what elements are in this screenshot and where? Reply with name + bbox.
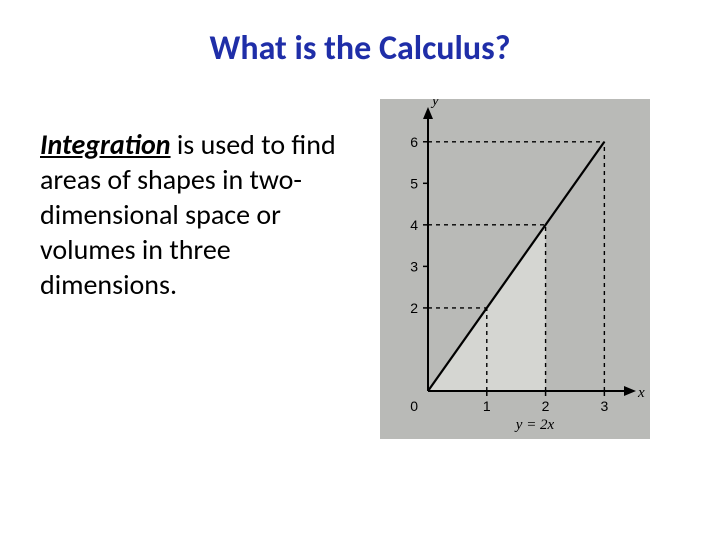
- slide-title: What is the Calculus?: [40, 28, 680, 69]
- svg-text:2: 2: [542, 398, 550, 414]
- svg-text:y: y: [430, 99, 439, 109]
- content-row: Integration is used to find areas of sha…: [40, 99, 680, 439]
- svg-text:2: 2: [410, 300, 418, 316]
- slide-container: What is the Calculus? Integration is use…: [0, 0, 720, 540]
- svg-text:3: 3: [410, 258, 418, 274]
- svg-text:4: 4: [410, 217, 418, 233]
- svg-text:1: 1: [483, 398, 491, 414]
- svg-text:y = 2x: y = 2x: [514, 417, 555, 433]
- chart-wrapper: 2 3 4 5 6 1 2 3 0 y x y = 2x: [380, 99, 650, 439]
- svg-text:6: 6: [410, 134, 418, 150]
- svg-text:0: 0: [410, 398, 418, 414]
- svg-text:x: x: [637, 385, 645, 401]
- svg-text:5: 5: [410, 175, 418, 191]
- emphasis-word: Integration: [40, 127, 171, 162]
- integration-chart: 2 3 4 5 6 1 2 3 0 y x y = 2x: [380, 99, 650, 439]
- body-paragraph: Integration is used to find areas of sha…: [40, 127, 360, 302]
- svg-text:3: 3: [600, 398, 608, 414]
